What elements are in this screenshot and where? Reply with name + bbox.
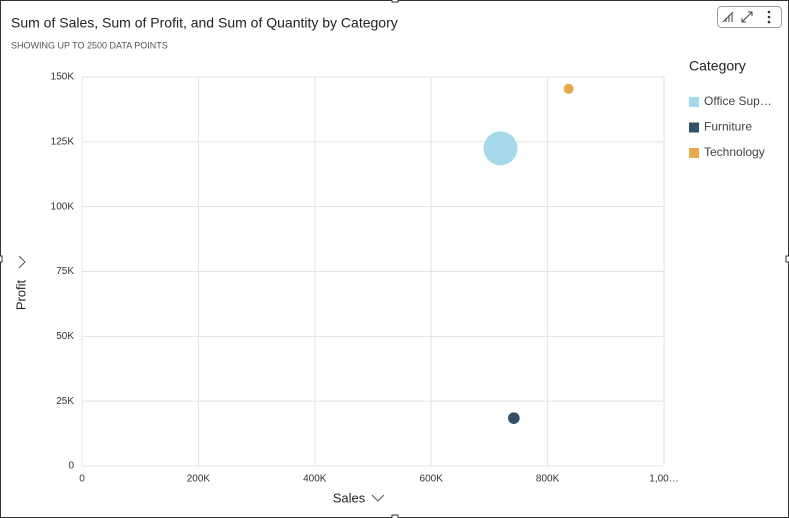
legend-swatch[interactable] bbox=[689, 97, 699, 107]
y-axis-chevron[interactable] bbox=[18, 255, 26, 269]
y-tick-label: 75K bbox=[56, 266, 74, 277]
y-tick-label: 150K bbox=[51, 72, 75, 83]
toolbar[interactable] bbox=[717, 6, 782, 28]
x-tick-label: 400K bbox=[303, 474, 327, 485]
bubble[interactable] bbox=[483, 131, 518, 166]
legend-label[interactable]: Technology bbox=[704, 145, 765, 159]
x-tick-label: 1,00… bbox=[649, 474, 678, 485]
bubble[interactable] bbox=[508, 412, 520, 424]
chart-title: Sum of Sales, Sum of Profit, and Sum of … bbox=[11, 15, 398, 31]
x-tick-label: 0 bbox=[79, 474, 85, 485]
x-tick-label: 600K bbox=[420, 474, 444, 485]
y-tick-label: 125K bbox=[51, 136, 75, 147]
legend-title: Category bbox=[689, 58, 746, 74]
y-tick-label: 100K bbox=[51, 201, 75, 212]
x-axis-chevron[interactable] bbox=[371, 494, 385, 502]
y-tick-label: 50K bbox=[56, 331, 74, 342]
y-axis-label[interactable]: Profit bbox=[13, 279, 28, 310]
legend-swatch[interactable] bbox=[689, 122, 699, 133]
bubble[interactable] bbox=[563, 83, 574, 94]
chart-subtitle: SHOWING UP TO 2500 DATA POINTS bbox=[11, 40, 168, 50]
y-tick-label: 0 bbox=[68, 461, 74, 472]
y-tick-label: 25K bbox=[56, 396, 74, 407]
legend-swatch[interactable] bbox=[689, 148, 699, 158]
x-tick-label: 800K bbox=[536, 474, 560, 485]
x-tick-label: 200K bbox=[187, 474, 211, 485]
x-axis-label[interactable]: Sales bbox=[333, 490, 366, 505]
legend-label[interactable]: Office Sup… bbox=[704, 94, 772, 108]
legend-label[interactable]: Furniture bbox=[704, 120, 752, 134]
